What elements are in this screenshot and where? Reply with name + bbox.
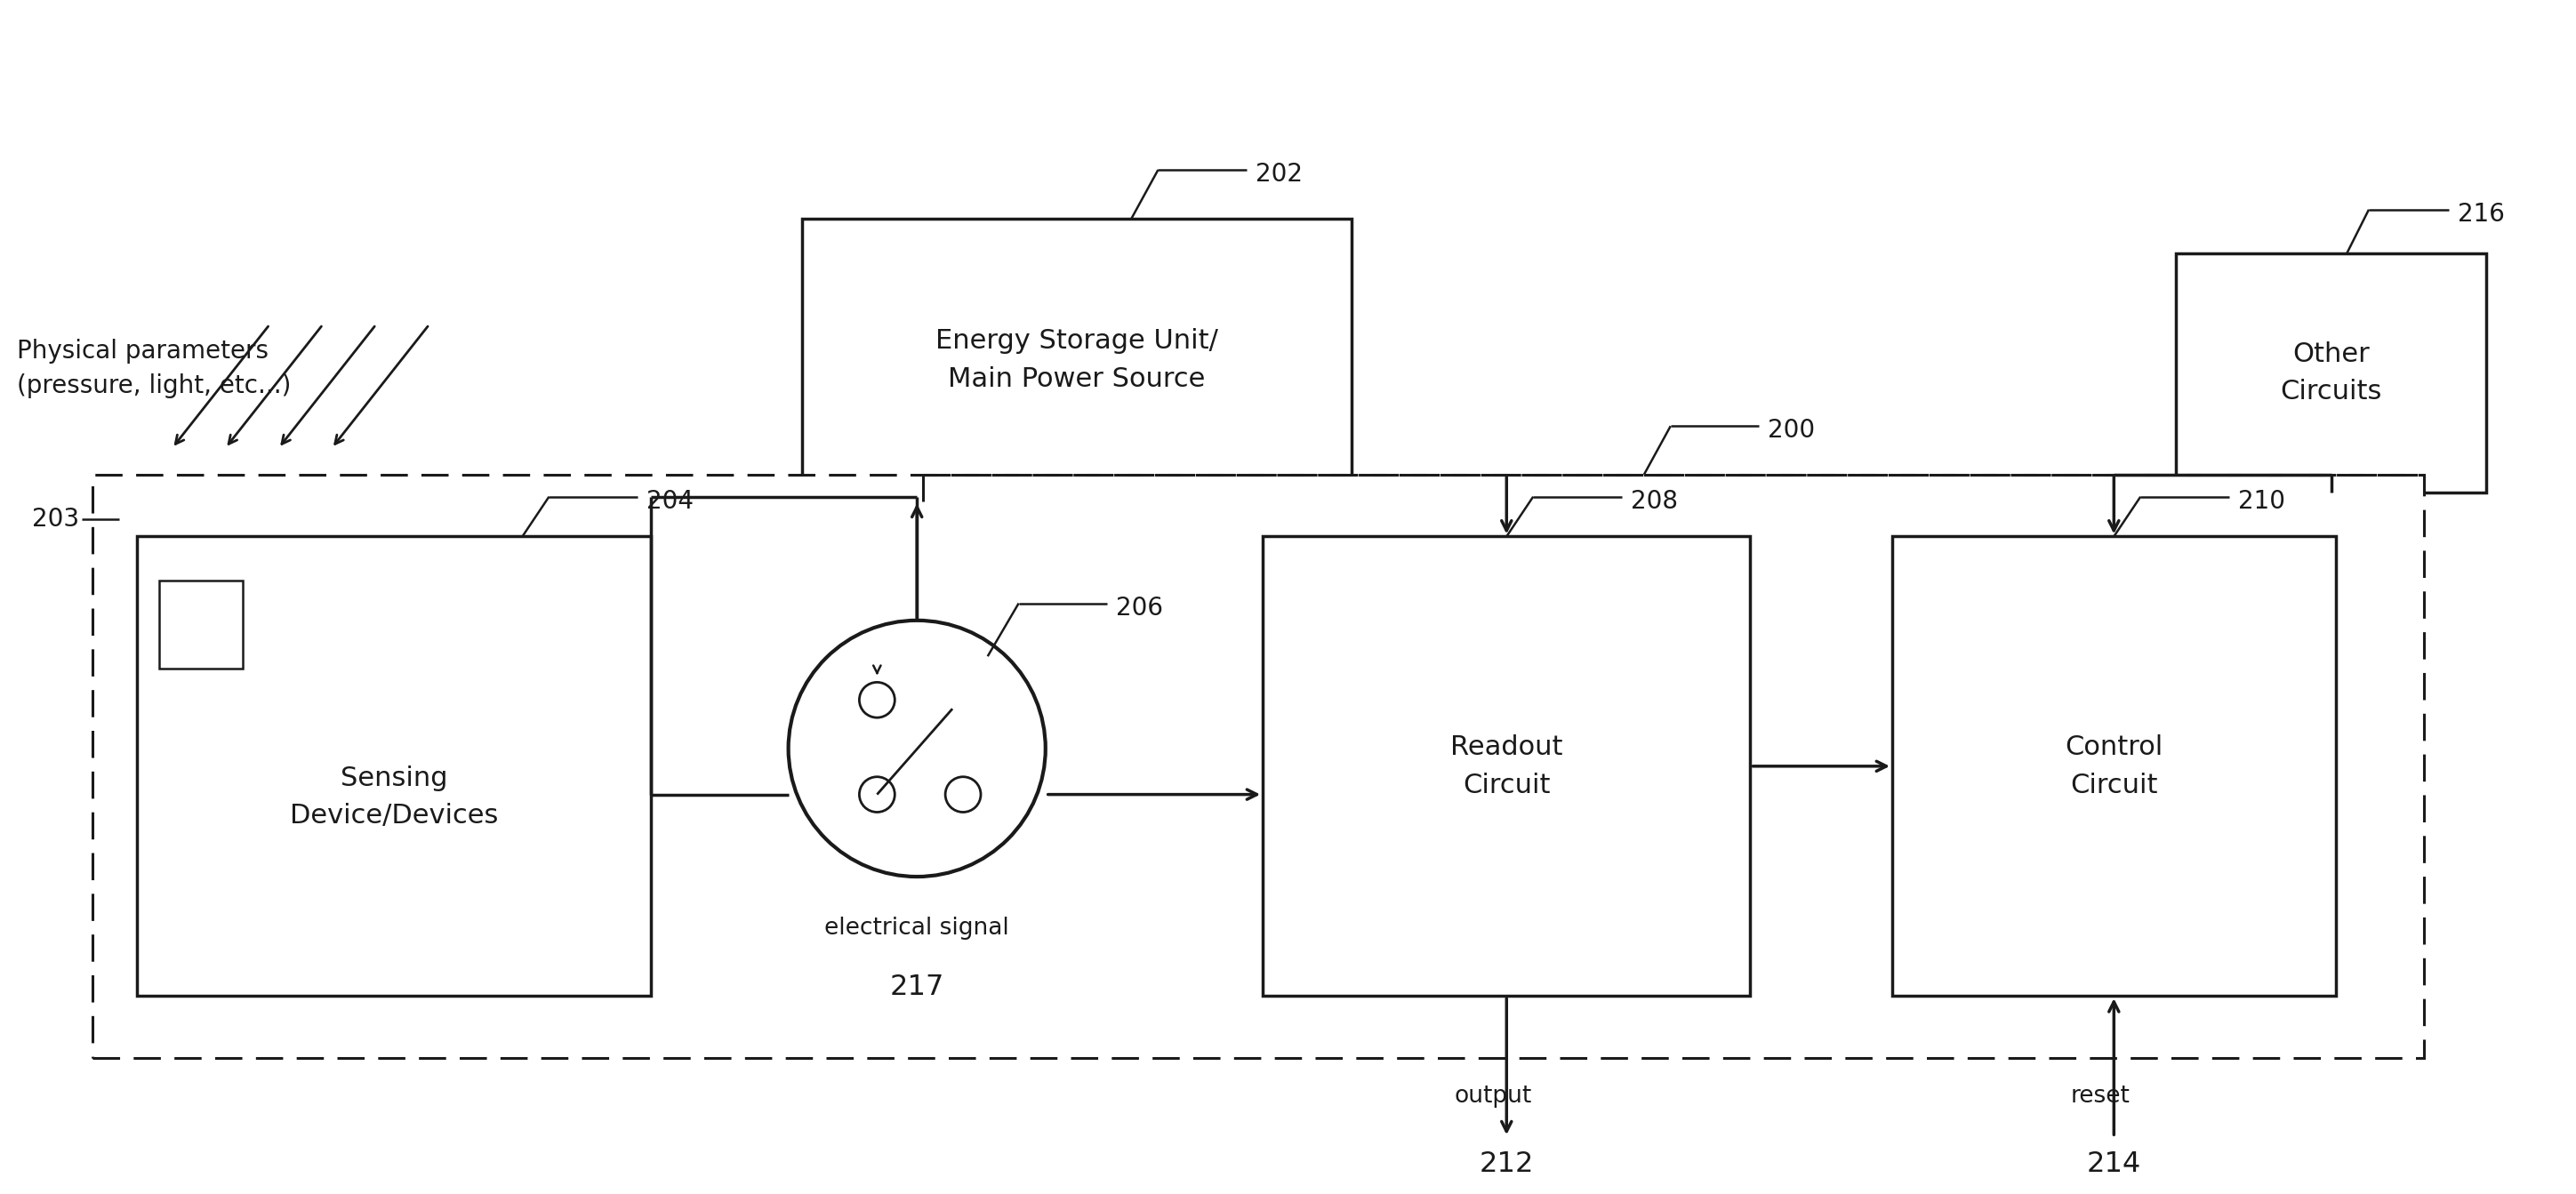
Text: Other
Circuits: Other Circuits bbox=[2280, 341, 2383, 405]
Text: 216: 216 bbox=[2458, 202, 2504, 227]
Text: Energy Storage Unit/
Main Power Source: Energy Storage Unit/ Main Power Source bbox=[935, 328, 1218, 392]
Text: 212: 212 bbox=[1479, 1151, 1533, 1178]
Text: 200: 200 bbox=[1767, 418, 1816, 443]
Text: 202: 202 bbox=[1255, 161, 1303, 186]
Bar bbox=[801, 219, 1352, 501]
Text: reset: reset bbox=[2071, 1084, 2130, 1107]
Text: 208: 208 bbox=[1631, 488, 1677, 513]
Text: 203: 203 bbox=[31, 506, 80, 531]
Text: Physical parameters
(pressure, light, etc...): Physical parameters (pressure, light, et… bbox=[18, 339, 291, 399]
Text: 204: 204 bbox=[647, 488, 693, 513]
Text: Sensing
Device/Devices: Sensing Device/Devices bbox=[289, 765, 497, 829]
Bar bbox=[160, 580, 242, 669]
Text: Control
Circuit: Control Circuit bbox=[2066, 734, 2164, 798]
Text: 210: 210 bbox=[2239, 488, 2285, 513]
Text: electrical signal: electrical signal bbox=[824, 917, 1010, 940]
Text: 214: 214 bbox=[2087, 1151, 2141, 1178]
Bar bbox=[1893, 536, 2336, 996]
Bar bbox=[1262, 536, 1749, 996]
Bar bbox=[93, 475, 2424, 1058]
Text: 217: 217 bbox=[889, 974, 945, 1002]
Bar bbox=[2177, 254, 2486, 492]
Text: output: output bbox=[1455, 1084, 1533, 1107]
Text: Readout
Circuit: Readout Circuit bbox=[1450, 734, 1564, 798]
Text: 206: 206 bbox=[1115, 596, 1164, 620]
Bar bbox=[137, 536, 652, 996]
